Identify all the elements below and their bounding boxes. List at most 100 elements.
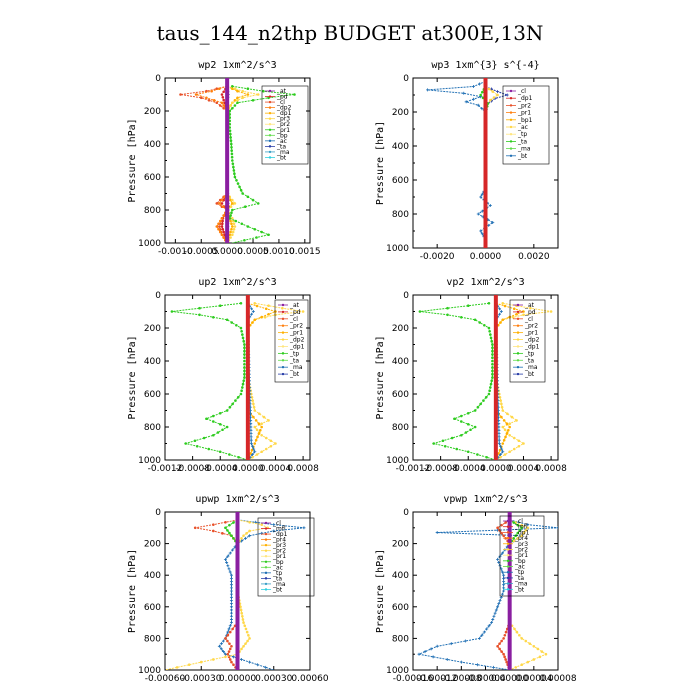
x-tick-label: -0.00016 bbox=[393, 674, 434, 684]
series-group bbox=[179, 78, 296, 243]
legend-marker bbox=[509, 147, 513, 150]
series-point bbox=[526, 526, 530, 530]
series-point bbox=[229, 573, 233, 577]
series-point bbox=[494, 339, 498, 343]
series-point bbox=[194, 93, 198, 96]
series-point bbox=[225, 198, 229, 202]
series-point bbox=[502, 438, 506, 442]
series-point bbox=[225, 142, 229, 146]
series-point bbox=[244, 627, 248, 631]
series-point bbox=[243, 349, 246, 353]
series-point bbox=[489, 98, 492, 102]
series-point bbox=[245, 630, 249, 634]
series-point bbox=[225, 158, 229, 163]
series-point bbox=[235, 523, 240, 527]
series-point bbox=[493, 611, 497, 615]
series-point bbox=[496, 557, 500, 561]
series-point bbox=[218, 450, 222, 454]
series-point bbox=[508, 652, 512, 656]
series-point bbox=[494, 428, 498, 432]
legend-entry: _pr2 bbox=[517, 102, 531, 109]
legend-marker bbox=[268, 156, 272, 159]
legend-marker bbox=[516, 359, 520, 362]
series-point bbox=[217, 222, 220, 226]
series-point bbox=[453, 417, 456, 421]
y-tick-label: 800 bbox=[144, 634, 161, 644]
series-point bbox=[432, 442, 436, 445]
y-tick-label: 1000 bbox=[386, 666, 409, 676]
series-point bbox=[503, 304, 507, 308]
series-point bbox=[272, 523, 276, 527]
series-point bbox=[228, 624, 232, 628]
legend-marker bbox=[509, 125, 513, 129]
series-point bbox=[243, 376, 246, 379]
series-point bbox=[508, 602, 512, 606]
series-point bbox=[246, 428, 250, 432]
series-point bbox=[512, 539, 515, 543]
legend-marker bbox=[264, 566, 268, 569]
series-point bbox=[246, 356, 250, 360]
series-point bbox=[502, 586, 506, 590]
y-tick-label: 0 bbox=[403, 291, 409, 301]
series-point bbox=[484, 396, 488, 399]
panel-title: wp2 1xm^2/s^3 bbox=[198, 60, 276, 71]
series-point bbox=[232, 165, 235, 169]
series-point bbox=[508, 315, 511, 319]
series-point bbox=[524, 639, 528, 643]
series-point bbox=[498, 448, 502, 452]
series-point bbox=[483, 178, 488, 182]
series-point bbox=[508, 523, 512, 527]
y-tick-label: 1000 bbox=[386, 244, 409, 254]
series-point bbox=[490, 379, 494, 383]
series-point bbox=[483, 222, 488, 226]
series-point bbox=[246, 316, 250, 320]
series-point bbox=[225, 231, 229, 235]
series-point bbox=[220, 225, 224, 228]
series-point bbox=[234, 399, 237, 402]
legend-entry: _bp bbox=[272, 559, 284, 566]
series-point bbox=[251, 455, 254, 459]
series-point bbox=[503, 428, 507, 432]
legend-marker bbox=[281, 331, 285, 334]
legend-entry: _dp1 bbox=[514, 529, 530, 536]
legend-marker bbox=[268, 134, 272, 137]
series-point bbox=[494, 389, 498, 393]
series-point bbox=[502, 534, 505, 537]
series-point bbox=[490, 621, 494, 625]
series-point bbox=[498, 529, 501, 532]
series-point bbox=[505, 422, 509, 426]
legend-box bbox=[502, 85, 550, 165]
legend-entry: _pr2 bbox=[524, 323, 538, 330]
legend-entry: _ta bbox=[524, 357, 534, 364]
legend-entry: _dp1 bbox=[517, 95, 533, 102]
x-tick-label: -0.0004 bbox=[203, 464, 238, 474]
series-point bbox=[274, 442, 277, 445]
y-tick-label: 1000 bbox=[138, 666, 161, 676]
series-point bbox=[445, 657, 449, 661]
series-point bbox=[515, 312, 518, 316]
series-point bbox=[516, 531, 520, 535]
series-point bbox=[229, 142, 233, 146]
series-point bbox=[236, 89, 239, 93]
y-tick-label: 400 bbox=[392, 142, 409, 152]
series-point bbox=[246, 333, 250, 337]
series-point bbox=[508, 532, 512, 536]
series-point bbox=[236, 96, 239, 100]
series-point bbox=[241, 382, 245, 386]
series-point bbox=[528, 642, 532, 645]
series-point bbox=[264, 665, 268, 669]
legend-marker bbox=[268, 117, 272, 120]
series-point bbox=[235, 627, 240, 631]
series-point bbox=[229, 236, 232, 239]
series-point bbox=[235, 513, 240, 517]
legend-marker bbox=[281, 345, 285, 348]
series-point bbox=[540, 650, 544, 653]
series-point bbox=[503, 655, 506, 659]
series-point bbox=[252, 402, 255, 406]
series-point bbox=[198, 313, 201, 317]
series-point bbox=[536, 647, 540, 651]
legend-entry: _tp bbox=[524, 350, 534, 357]
legend-box bbox=[509, 299, 546, 383]
series-point bbox=[242, 534, 245, 537]
series-point bbox=[220, 101, 224, 105]
